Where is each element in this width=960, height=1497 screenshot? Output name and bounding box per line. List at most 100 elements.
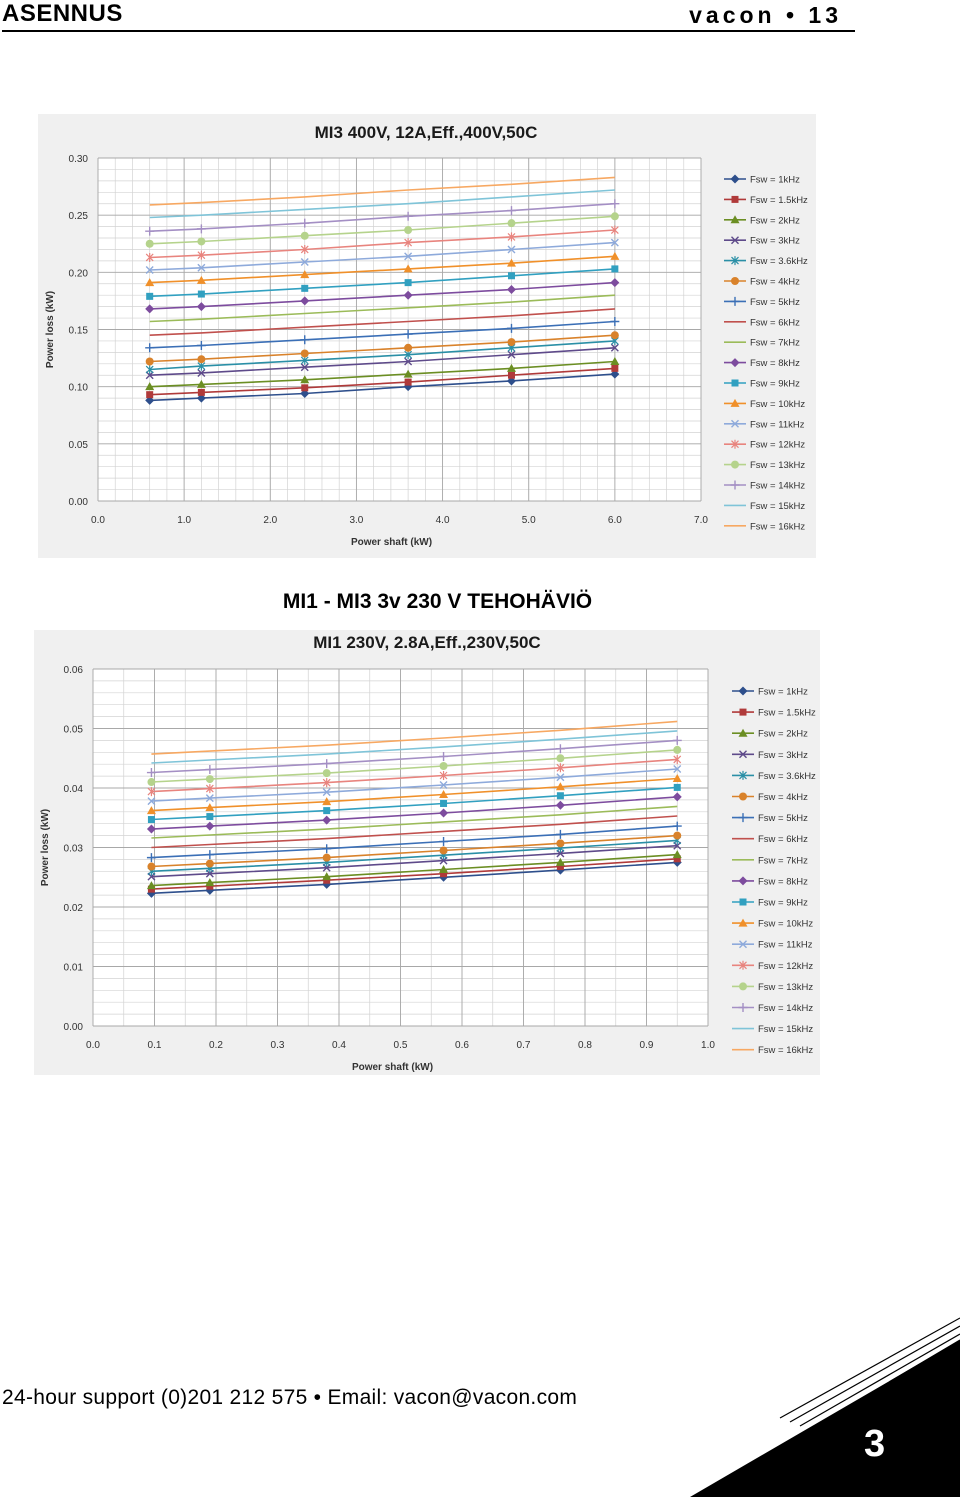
data-point <box>404 252 413 261</box>
y-tick-label: 0.30 <box>69 154 89 165</box>
series <box>145 225 619 262</box>
x-tick-label: 2.0 <box>263 515 277 526</box>
legend-marker <box>731 419 739 428</box>
series-line <box>151 844 678 878</box>
series <box>149 176 615 206</box>
data-point <box>672 773 682 782</box>
legend-marker <box>739 792 747 801</box>
data-point <box>439 808 449 818</box>
legend-marker <box>739 940 747 949</box>
x-tick-label: 0.9 <box>640 1040 654 1051</box>
data-point <box>147 797 156 806</box>
legend-label: Fsw = 3kHz <box>758 750 808 761</box>
series-line <box>149 229 615 259</box>
data-point <box>196 275 206 284</box>
data-point <box>322 759 332 769</box>
series <box>145 199 620 236</box>
chart-title: MI1 230V, 2.8A,Eff.,230V,50C <box>313 633 540 652</box>
data-point <box>323 876 331 884</box>
data-point <box>145 382 155 391</box>
x-tick-label: 7.0 <box>694 515 708 526</box>
x-tick-label: 4.0 <box>436 515 450 526</box>
legend-item: Fsw = 8kHz <box>732 876 808 887</box>
data-point <box>145 343 155 353</box>
legend-item: Fsw = 7kHz <box>732 855 808 866</box>
data-point <box>611 364 619 372</box>
data-point <box>146 292 154 300</box>
legend-item: Fsw = 3.6kHz <box>724 256 808 267</box>
data-point <box>300 349 309 358</box>
legend-item: Fsw = 13kHz <box>724 460 805 471</box>
series <box>149 294 615 323</box>
series <box>145 331 619 366</box>
series-line <box>149 360 615 388</box>
legend-item: Fsw = 16kHz <box>732 1045 813 1056</box>
legend-item: Fsw = 15kHz <box>724 501 805 512</box>
legend-label: Fsw = 16kHz <box>750 521 805 532</box>
series <box>146 821 682 863</box>
data-point <box>506 363 516 372</box>
data-point <box>196 224 206 234</box>
data-point <box>672 735 682 745</box>
data-point <box>556 763 565 773</box>
series <box>146 735 682 778</box>
data-point <box>322 788 331 797</box>
series-line <box>151 853 678 887</box>
data-point <box>196 341 206 351</box>
chart-mi1-panel: MI1 230V, 2.8A,Eff.,230V,50C 0.0 0.1 0.2 0.3… <box>34 630 820 1075</box>
legend-marker <box>730 296 740 306</box>
series <box>145 316 620 353</box>
legend-marker <box>730 480 740 490</box>
legend-marker <box>739 982 747 991</box>
data-point <box>196 302 206 312</box>
legend-item: Fsw = 9kHz <box>732 898 808 909</box>
series-line <box>151 805 678 839</box>
legend-marker <box>730 215 740 224</box>
data-point <box>300 270 310 279</box>
y-tick-label: 0.00 <box>69 497 89 508</box>
series <box>147 754 682 797</box>
data-point <box>404 343 413 352</box>
legend-item: Fsw = 16kHz <box>724 521 805 532</box>
data-point <box>507 272 515 280</box>
data-point <box>610 331 619 340</box>
legend-marker <box>731 379 739 387</box>
legend-item: Fsw = 8kHz <box>724 358 800 369</box>
data-point <box>300 231 309 240</box>
data-point <box>555 744 565 754</box>
series <box>146 792 682 834</box>
legend-label: Fsw = 1.5kHz <box>758 708 816 719</box>
legend-item: Fsw = 1kHz <box>724 174 800 186</box>
series-line <box>151 777 678 812</box>
data-point <box>610 238 619 247</box>
vacon-page-label: vacon • 13 <box>689 2 842 28</box>
data-point <box>507 245 516 254</box>
legend-item: Fsw = 12kHz <box>724 439 805 451</box>
data-point <box>403 329 413 339</box>
data-point <box>300 363 309 372</box>
legend-marker <box>739 708 747 716</box>
legend-marker <box>731 277 739 285</box>
data-point <box>205 885 215 895</box>
data-point <box>146 853 156 863</box>
data-point <box>205 794 214 803</box>
data-point <box>323 807 331 815</box>
legend-label: Fsw = 1.5kHz <box>750 195 808 206</box>
data-point <box>300 375 310 384</box>
legend-label: Fsw = 5kHz <box>758 813 808 824</box>
data-point <box>610 251 620 260</box>
data-point <box>145 371 154 380</box>
x-tick-label: 0.5 <box>394 1040 408 1051</box>
data-point <box>507 371 515 379</box>
legend-marker <box>738 728 748 737</box>
data-point <box>205 850 215 860</box>
legend-marker <box>731 460 739 469</box>
series <box>145 278 620 314</box>
x-tick-label: 0.0 <box>86 1040 100 1051</box>
series <box>147 855 681 893</box>
series <box>146 265 619 300</box>
data-point <box>145 357 154 366</box>
y-tick-label: 0.01 <box>64 963 84 974</box>
legend-marker <box>738 918 748 927</box>
legend-item: Fsw = 3kHz <box>732 750 808 761</box>
